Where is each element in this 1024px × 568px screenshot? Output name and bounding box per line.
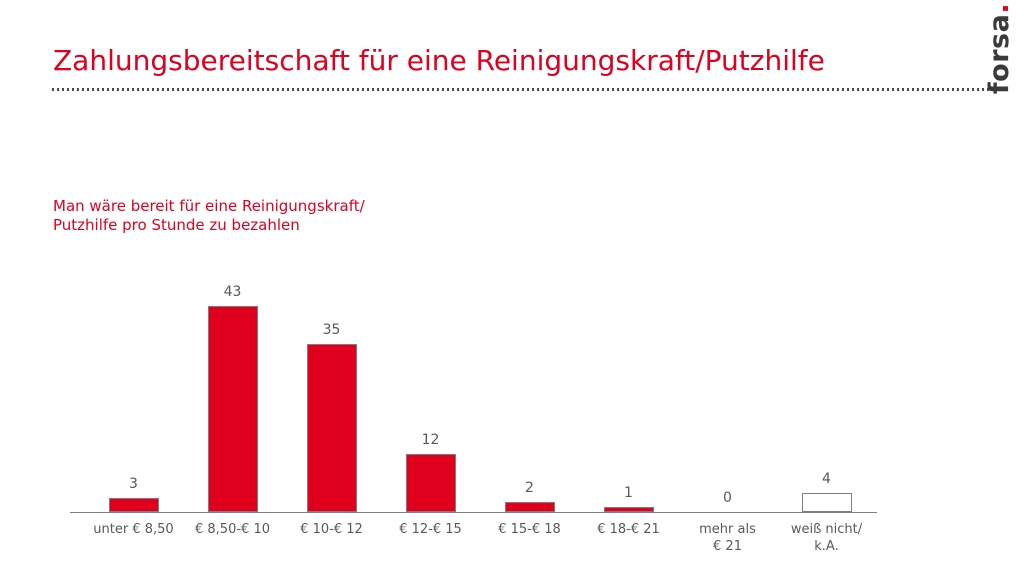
bar-slot: 35 (282, 280, 381, 512)
bar (405, 454, 456, 512)
category-label: € 18-€ 21 (597, 522, 660, 537)
bar-slot: 3 (84, 280, 183, 512)
x-axis-line (70, 512, 877, 513)
dotted-divider (52, 88, 1002, 91)
bar-value-label: 4 (822, 471, 831, 487)
chart-subtitle: Man wäre bereit für eine Reinigungskraft… (53, 197, 365, 234)
bar-value-label: 3 (129, 476, 138, 492)
bar (108, 498, 159, 512)
category-label: € 10-€ 12 (300, 522, 363, 537)
bar-slot: 43 (183, 280, 282, 512)
bar-value-label: 35 (322, 322, 341, 338)
category-label: weiß nicht/ k.A. (790, 522, 863, 554)
bar-slot: 1 (579, 280, 678, 512)
category-label: € 15-€ 18 (498, 522, 561, 537)
page-title: Zahlungsbereitschaft für eine Reinigungs… (53, 44, 825, 77)
bar (603, 507, 654, 512)
category-label: mehr als € 21 (699, 522, 756, 554)
category-label: unter € 8,50 (93, 522, 174, 537)
bar (306, 344, 357, 512)
bar-slot: 4 (777, 280, 876, 512)
bar-slot: 0 (678, 280, 777, 512)
bar-value-label: 12 (421, 432, 440, 448)
bars-row: 3 43 35 12 2 1 0 4 (84, 280, 876, 512)
bar-value-label: 1 (624, 485, 633, 501)
category-label: € 12-€ 15 (399, 522, 462, 537)
bar-slot: 2 (480, 280, 579, 512)
bar-slot: 12 (381, 280, 480, 512)
bar-value-label: 43 (223, 284, 242, 300)
category-label: € 8,50-€ 10 (195, 522, 270, 537)
bar (504, 502, 555, 512)
bar (207, 306, 258, 512)
bar-value-label: 0 (723, 490, 732, 506)
bar-value-label: 2 (525, 480, 534, 496)
category-labels-row: unter € 8,50 € 8,50-€ 10 € 10-€ 12 € 12-€ 1… (84, 521, 876, 555)
bar-outline (801, 493, 852, 512)
